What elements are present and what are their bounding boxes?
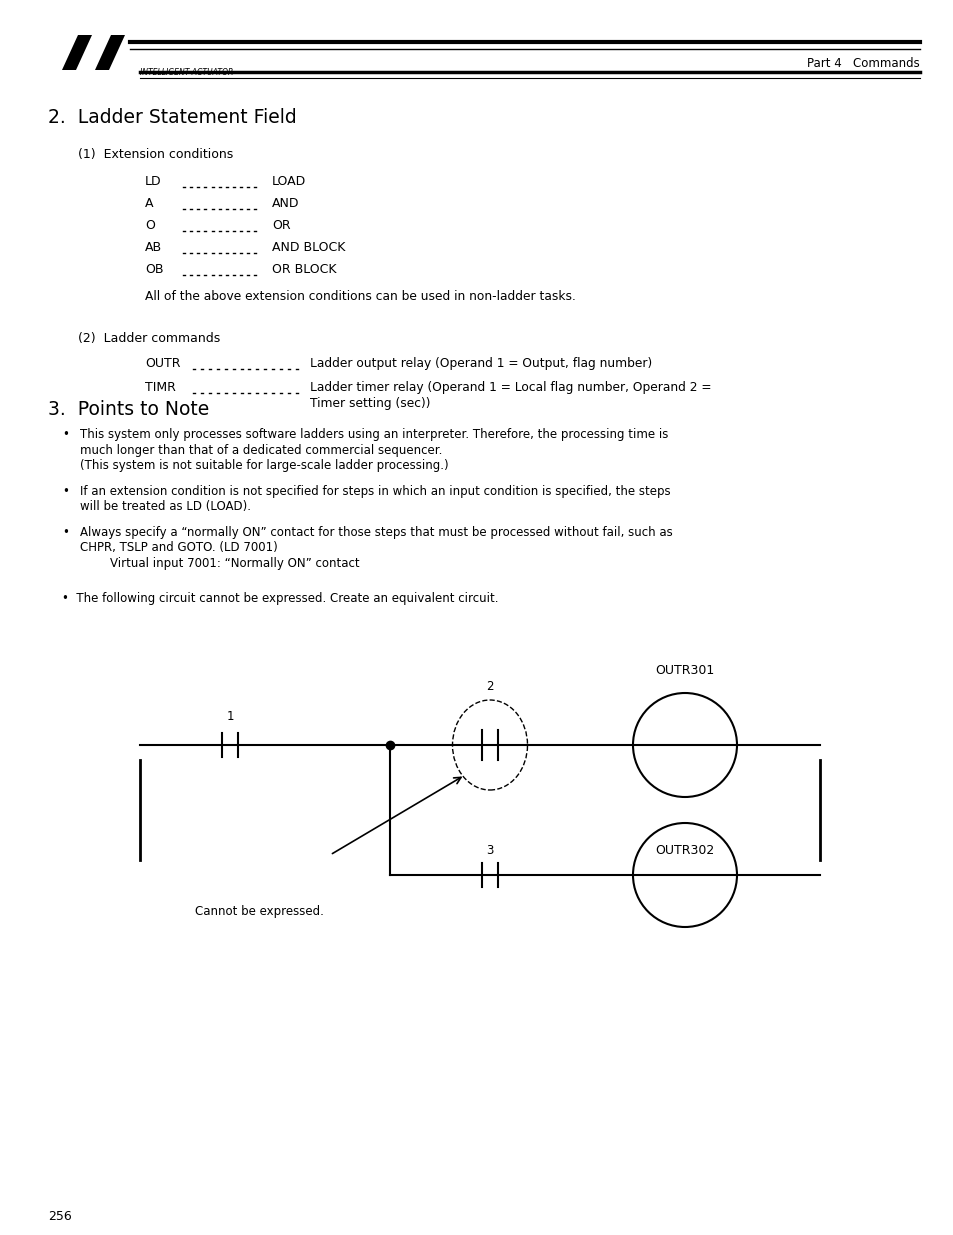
Text: much longer than that of a dedicated commercial sequencer.: much longer than that of a dedicated com… bbox=[80, 443, 442, 457]
Text: •  The following circuit cannot be expressed. Create an equivalent circuit.: • The following circuit cannot be expres… bbox=[62, 592, 498, 605]
Text: Timer setting (sec)): Timer setting (sec)) bbox=[310, 396, 430, 410]
Text: All of the above extension conditions can be used in non-ladder tasks.: All of the above extension conditions ca… bbox=[145, 290, 576, 303]
Text: 3: 3 bbox=[486, 844, 493, 857]
Text: OUTR301: OUTR301 bbox=[655, 664, 714, 677]
Text: (2)  Ladder commands: (2) Ladder commands bbox=[78, 332, 220, 345]
Text: LOAD: LOAD bbox=[272, 175, 306, 188]
Text: 256: 256 bbox=[48, 1210, 71, 1223]
Text: OR: OR bbox=[272, 219, 291, 232]
Text: AND: AND bbox=[272, 198, 299, 210]
Text: 2.  Ladder Statement Field: 2. Ladder Statement Field bbox=[48, 107, 296, 127]
Text: •: • bbox=[62, 429, 69, 441]
Text: Ladder timer relay (Operand 1 = Local flag number, Operand 2 =: Ladder timer relay (Operand 1 = Local fl… bbox=[310, 382, 711, 394]
Text: LD: LD bbox=[145, 175, 161, 188]
Text: INTELLIGENT ACTUATOR: INTELLIGENT ACTUATOR bbox=[140, 68, 233, 77]
Text: Part 4   Commands: Part 4 Commands bbox=[806, 57, 919, 70]
Text: O: O bbox=[145, 219, 154, 232]
Text: Virtual input 7001: “Normally ON” contact: Virtual input 7001: “Normally ON” contac… bbox=[80, 557, 359, 569]
Text: •: • bbox=[62, 484, 69, 498]
Text: A: A bbox=[145, 198, 153, 210]
Polygon shape bbox=[62, 35, 91, 70]
Text: will be treated as LD (LOAD).: will be treated as LD (LOAD). bbox=[80, 500, 251, 513]
Text: OUTR302: OUTR302 bbox=[655, 844, 714, 857]
Text: OB: OB bbox=[145, 263, 163, 275]
Polygon shape bbox=[95, 35, 125, 70]
Text: OUTR: OUTR bbox=[145, 357, 180, 370]
Text: TIMR: TIMR bbox=[145, 382, 175, 394]
Text: (1)  Extension conditions: (1) Extension conditions bbox=[78, 148, 233, 161]
Text: •: • bbox=[62, 526, 69, 538]
Text: Ladder output relay (Operand 1 = Output, flag number): Ladder output relay (Operand 1 = Output,… bbox=[310, 357, 652, 370]
Text: This system only processes software ladders using an interpreter. Therefore, the: This system only processes software ladd… bbox=[80, 429, 668, 441]
Text: 2: 2 bbox=[486, 680, 494, 693]
Text: 3.  Points to Note: 3. Points to Note bbox=[48, 400, 209, 419]
Text: 1: 1 bbox=[226, 710, 233, 722]
Text: CHPR, TSLP and GOTO. (LD 7001): CHPR, TSLP and GOTO. (LD 7001) bbox=[80, 541, 277, 555]
Text: AB: AB bbox=[145, 241, 162, 254]
Text: (This system is not suitable for large-scale ladder processing.): (This system is not suitable for large-s… bbox=[80, 459, 448, 472]
Text: AND BLOCK: AND BLOCK bbox=[272, 241, 345, 254]
Text: OR BLOCK: OR BLOCK bbox=[272, 263, 336, 275]
Text: Always specify a “normally ON” contact for those steps that must be processed wi: Always specify a “normally ON” contact f… bbox=[80, 526, 672, 538]
Text: If an extension condition is not specified for steps in which an input condition: If an extension condition is not specifi… bbox=[80, 484, 670, 498]
Text: Cannot be expressed.: Cannot be expressed. bbox=[194, 905, 323, 918]
